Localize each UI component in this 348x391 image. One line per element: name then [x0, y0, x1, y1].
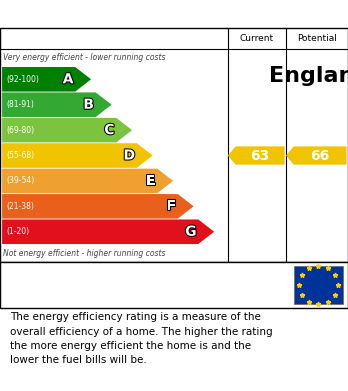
Text: Not energy efficient - higher running costs: Not energy efficient - higher running co…: [3, 249, 166, 258]
Text: D: D: [124, 149, 135, 163]
Text: (1-20): (1-20): [6, 227, 29, 236]
Polygon shape: [2, 67, 91, 91]
Text: England & Wales: England & Wales: [269, 66, 348, 86]
Polygon shape: [2, 118, 132, 142]
Text: The energy efficiency rating is a measure of the
overall efficiency of a home. T: The energy efficiency rating is a measur…: [10, 312, 273, 365]
Text: C: C: [104, 123, 114, 137]
Text: Potential: Potential: [297, 34, 337, 43]
Polygon shape: [228, 146, 285, 165]
Text: (21-38): (21-38): [6, 202, 34, 211]
Text: A: A: [63, 72, 73, 86]
Text: F: F: [167, 199, 176, 213]
Text: (39-54): (39-54): [6, 176, 34, 185]
Polygon shape: [2, 143, 153, 168]
Text: E: E: [146, 174, 156, 188]
Text: B: B: [84, 98, 94, 112]
Text: (55-68): (55-68): [6, 151, 34, 160]
Text: (69-80): (69-80): [6, 126, 34, 135]
Text: Current: Current: [240, 34, 274, 43]
Text: 66: 66: [310, 149, 330, 163]
Text: Energy Efficiency Rating: Energy Efficiency Rating: [69, 7, 279, 22]
Text: (81-91): (81-91): [6, 100, 34, 109]
Text: Very energy efficient - lower running costs: Very energy efficient - lower running co…: [3, 53, 166, 62]
Polygon shape: [2, 194, 193, 219]
Text: (92-100): (92-100): [6, 75, 39, 84]
Polygon shape: [2, 92, 112, 117]
Polygon shape: [2, 219, 214, 244]
Text: 63: 63: [251, 149, 270, 163]
Polygon shape: [2, 169, 173, 193]
Text: G: G: [185, 225, 197, 239]
Polygon shape: [286, 146, 347, 165]
